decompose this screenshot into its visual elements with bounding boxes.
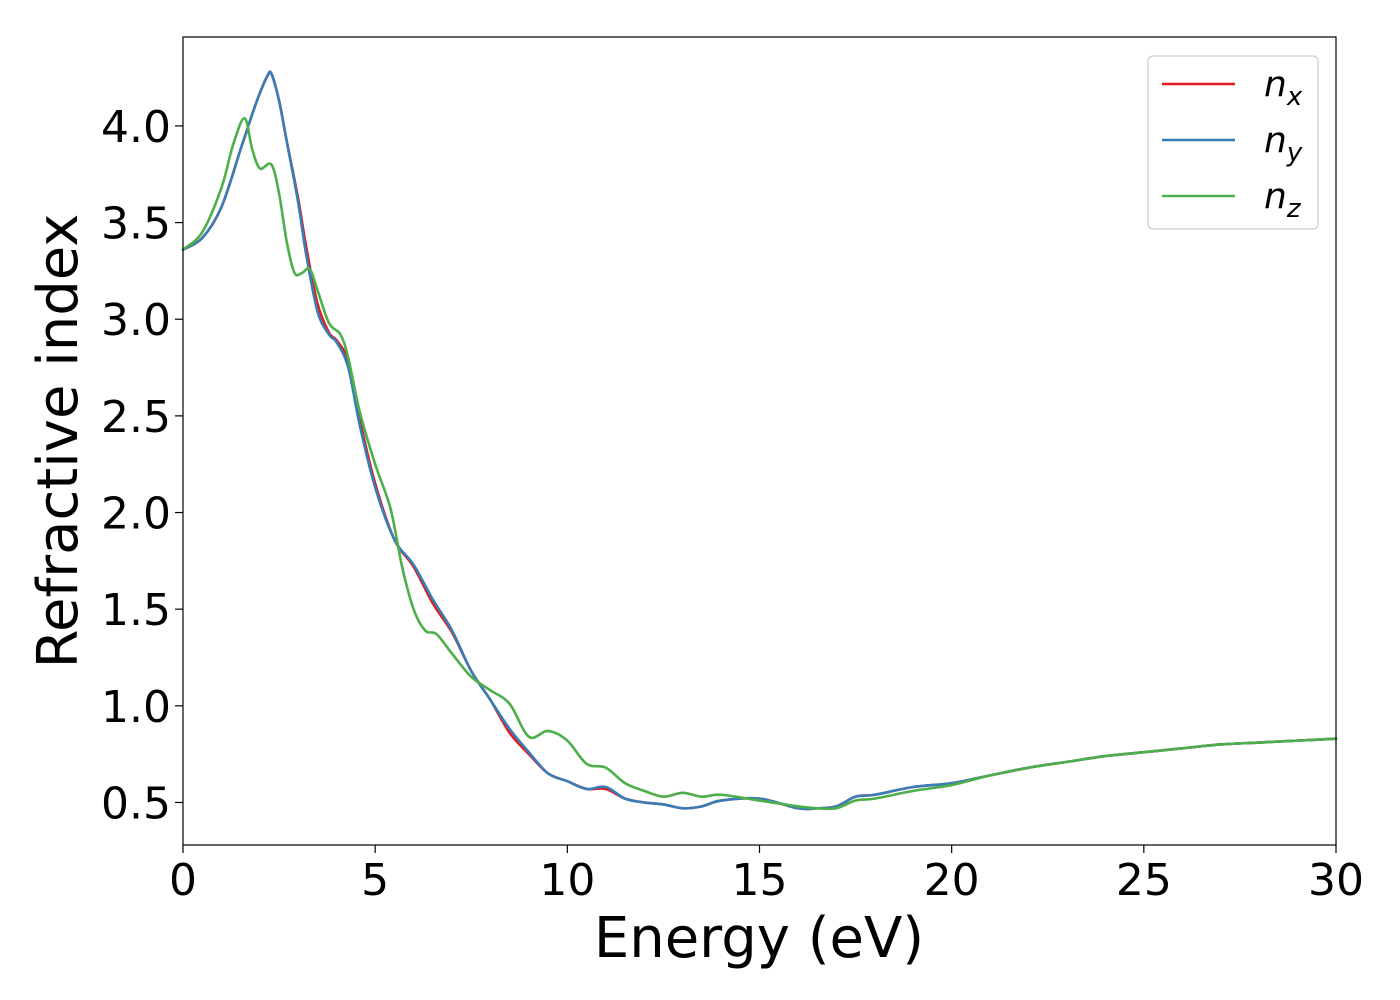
x-tick-label: 0 <box>169 855 197 906</box>
x-axis-label: Energy (eV) <box>594 906 924 971</box>
x-tick-label: 15 <box>732 855 788 906</box>
x-tick-label: 20 <box>924 855 980 906</box>
legend-box <box>1147 55 1319 230</box>
x-tick-label: 25 <box>1116 855 1172 906</box>
x-tick-label: 10 <box>539 855 595 906</box>
y-tick-label: 3.5 <box>101 199 171 250</box>
y-tick-label: 2.0 <box>101 489 171 540</box>
y-axis-label: Refractive index <box>26 214 91 669</box>
x-axis-ticks: 0 5 10 15 20 25 30 <box>169 845 1364 906</box>
legend-items: nx ny nz <box>1162 64 1303 224</box>
y-tick-label: 4.0 <box>101 102 171 153</box>
legend: nx ny nz <box>1147 55 1319 230</box>
y-tick-label: 3.0 <box>101 295 171 346</box>
x-tick-label: 5 <box>361 855 389 906</box>
y-tick-label: 1.5 <box>101 585 171 636</box>
legend-label-nz: nz <box>1264 176 1302 224</box>
y-axis-ticks: 0.5 1.0 1.5 2.0 2.5 3.0 3.5 4.0 <box>101 102 183 829</box>
y-tick-label: 0.5 <box>101 778 171 829</box>
y-tick-label: 1.0 <box>101 682 171 733</box>
legend-label-ny: ny <box>1264 120 1303 168</box>
series-line-nz <box>181 116 1338 811</box>
y-tick-label: 2.5 <box>101 392 171 443</box>
series-layer <box>181 70 1338 811</box>
legend-label-nx: nx <box>1264 64 1303 112</box>
x-tick-label: 30 <box>1308 855 1364 906</box>
